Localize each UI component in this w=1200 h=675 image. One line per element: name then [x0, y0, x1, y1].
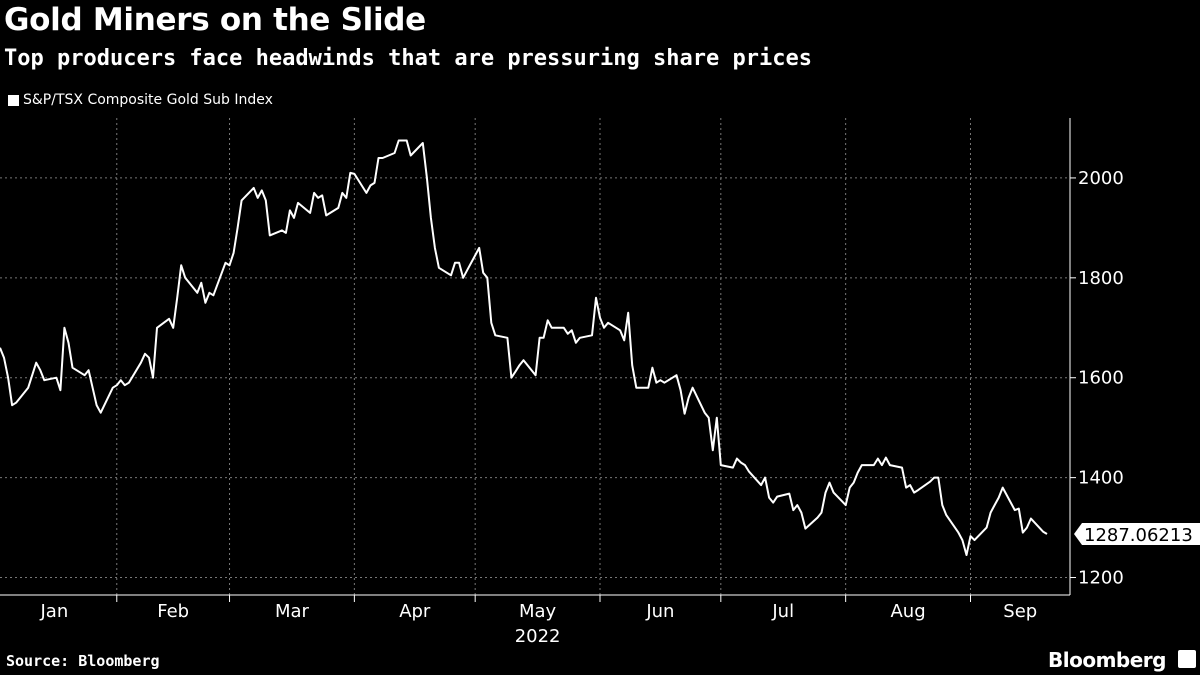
y-tick-label: 1600 [1078, 368, 1124, 389]
x-tick-label: Jul [771, 601, 794, 622]
x-tick-label: Sep [1003, 601, 1037, 622]
x-tick-label: Mar [275, 601, 310, 622]
axes [0, 118, 1076, 602]
x-tick-label: Apr [399, 601, 431, 622]
brand-logo: Bloomberg [1048, 648, 1166, 672]
y-tick-label: 1400 [1078, 468, 1124, 489]
x-tick-label: May [519, 601, 557, 622]
chart-subtitle: Top producers face headwinds that are pr… [4, 46, 812, 71]
series-line [0, 139, 1048, 556]
y-axis-ticks: 1200 1400 1600 1800 2000 [1078, 168, 1124, 589]
y-tick-label: 1800 [1078, 268, 1124, 289]
x-tick-label: Jan [39, 601, 68, 622]
last-value-label: 1287.06213 [1084, 525, 1193, 546]
y-tick-label: 2000 [1078, 168, 1124, 189]
x-year-label: 2022 [515, 626, 561, 647]
legend: S&P/TSX Composite Gold Sub Index [8, 92, 273, 108]
last-value-callout: 1287.06213 [1074, 523, 1200, 546]
y-tick-label: 1200 [1078, 568, 1124, 589]
terminal-icon [1178, 650, 1196, 668]
x-tick-label: Aug [890, 601, 925, 622]
x-tick-label: Jun [645, 601, 674, 622]
last-value-box [1074, 523, 1200, 546]
legend-swatch [8, 94, 19, 106]
x-axis-ticks: Jan Feb Mar Apr May Jun Jul Aug Sep 2022 [39, 601, 1037, 647]
chart-title: Gold Miners on the Slide [4, 2, 426, 38]
legend-label: S&P/TSX Composite Gold Sub Index [23, 92, 273, 108]
gridlines [0, 118, 1070, 595]
source-note: Source: Bloomberg [6, 652, 160, 670]
x-tick-label: Feb [157, 601, 189, 622]
